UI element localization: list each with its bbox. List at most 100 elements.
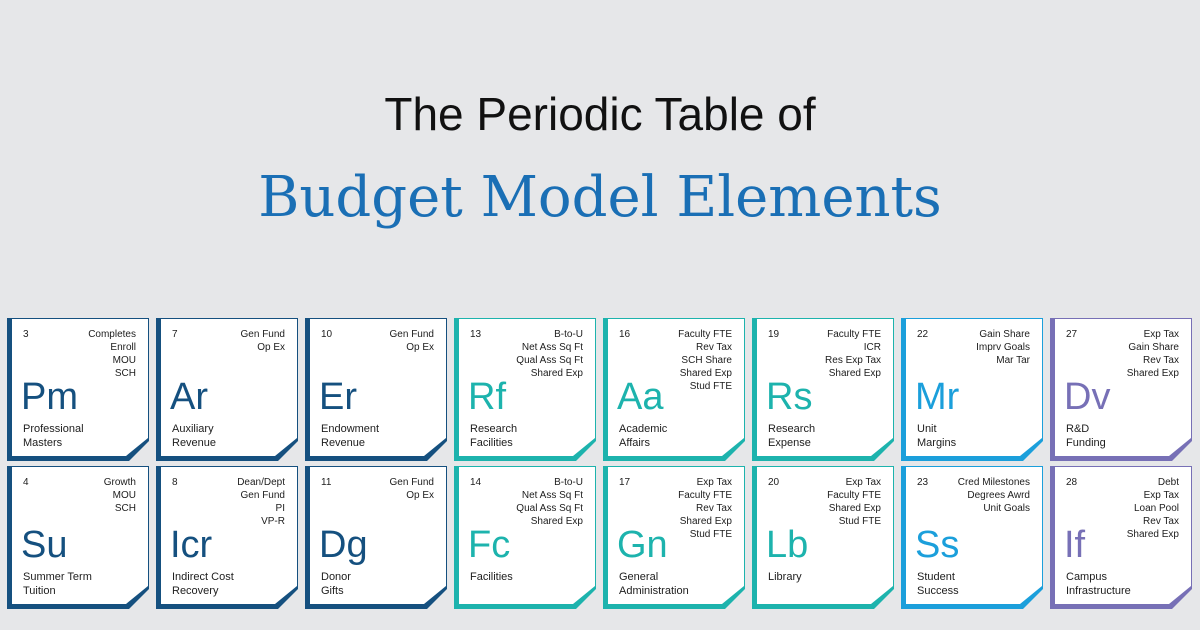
element-tag: Imprv Goals — [976, 342, 1030, 353]
element-tag: Net Ass Sq Ft — [522, 342, 583, 353]
element-tag: Stud FTE — [690, 381, 733, 392]
element-tag: Op Ex — [406, 490, 434, 501]
element-tag: ICR — [864, 342, 881, 353]
element-tile: 7 Gen Fund Op Ex Ar Auxiliary Revenue — [156, 318, 298, 461]
element-tag: Mar Tar — [996, 355, 1030, 366]
element-tag: Degrees Awrd — [967, 490, 1030, 501]
element-symbol: Gn — [617, 524, 668, 566]
element-name: Infrastructure — [1066, 585, 1131, 597]
element-number: 22 — [917, 329, 929, 340]
element-tag: PI — [276, 503, 285, 514]
tile-face — [906, 467, 1042, 604]
element-name: Indirect Cost — [172, 571, 234, 583]
title-line1: The Periodic Table of — [384, 88, 816, 140]
element-name: Facilities — [470, 437, 513, 449]
element-tag: Net Ass Sq Ft — [522, 490, 583, 501]
element-tag: Shared Exp — [1127, 368, 1180, 379]
element-number: 7 — [172, 329, 178, 340]
element-tile: 4 Growth MOU SCH Su Summer Term Tuition — [7, 466, 149, 609]
tile-face — [906, 319, 1042, 456]
element-number: 13 — [470, 329, 482, 340]
element-name: Research — [470, 423, 517, 435]
element-tag: MOU — [113, 490, 136, 501]
element-name: Expense — [768, 437, 811, 449]
element-tag: Exp Tax — [1144, 329, 1179, 340]
element-name: Revenue — [172, 437, 216, 449]
element-symbol: Ss — [915, 524, 959, 566]
tile-face — [12, 467, 148, 604]
element-name: Campus — [1066, 571, 1107, 583]
element-name: General — [619, 571, 658, 583]
element-tag: Exp Tax — [846, 477, 881, 488]
element-tag: Completes — [88, 329, 136, 340]
element-symbol: Rf — [468, 376, 506, 418]
element-name: Success — [917, 585, 959, 597]
element-tag: Res Exp Tax — [825, 355, 881, 366]
element-name: Research — [768, 423, 815, 435]
tile-face — [608, 319, 744, 456]
element-tile: 11 Gen Fund Op Ex Dg Donor Gifts — [305, 466, 447, 609]
element-name: Unit — [917, 423, 937, 435]
element-tag: VP-R — [261, 516, 285, 527]
element-tile: 13 B-to-U Net Ass Sq Ft Qual Ass Sq Ft Share… — [454, 318, 596, 461]
element-tag: Shared Exp — [829, 503, 882, 514]
element-symbol: Ar — [170, 376, 208, 418]
element-name: Recovery — [172, 585, 219, 597]
element-tile: 22 Gain Share Imprv Goals Mar Tar Mr Unit Marg… — [901, 318, 1043, 461]
element-tag: Stud FTE — [690, 529, 733, 540]
element-number: 14 — [470, 477, 482, 488]
element-tag: B-to-U — [554, 477, 583, 488]
element-tag: Unit Goals — [983, 503, 1030, 514]
element-name: Affairs — [619, 437, 650, 449]
tile-face — [310, 467, 446, 604]
element-tile: 14 B-to-U Net Ass Sq Ft Qual Ass Sq Ft Share… — [454, 466, 596, 609]
element-name: Facilities — [470, 571, 513, 583]
element-number: 4 — [23, 477, 29, 488]
element-tile: 10 Gen Fund Op Ex Er Endowment Revenue — [305, 318, 447, 461]
element-tile: 23 Cred Milestones Degrees Awrd Unit Goals S… — [901, 466, 1043, 609]
element-tile: 28 Debt Exp Tax Loan Pool Rev Tax Shared Exp I… — [1050, 466, 1192, 609]
tile-face — [459, 467, 595, 604]
element-name: Donor — [321, 571, 351, 583]
element-number: 19 — [768, 329, 780, 340]
element-tag: Enroll — [110, 342, 136, 353]
element-number: 10 — [321, 329, 333, 340]
element-tag: Qual Ass Sq Ft — [516, 503, 583, 514]
element-tile: 17 Exp Tax Faculty FTE Rev Tax Shared Exp Stu… — [603, 466, 745, 609]
element-tag: Faculty FTE — [678, 329, 732, 340]
element-tag: Faculty FTE — [827, 329, 881, 340]
element-number: 11 — [321, 477, 332, 488]
element-tile: 8 Dean/Dept Gen Fund PI VP-R Icr Indirect Cost… — [156, 466, 298, 609]
element-name: Administration — [619, 585, 689, 597]
element-tag: Rev Tax — [1143, 355, 1179, 366]
element-tag: Rev Tax — [696, 503, 732, 514]
element-tag: SCH Share — [681, 355, 732, 366]
element-tag: Dean/Dept — [237, 477, 285, 488]
element-tag: Shared Exp — [531, 368, 584, 379]
element-number: 16 — [619, 329, 631, 340]
element-tag: Rev Tax — [1143, 516, 1179, 527]
element-number: 23 — [917, 477, 929, 488]
element-tag: Stud FTE — [839, 516, 882, 527]
tile-face — [757, 467, 893, 604]
element-tag: Growth — [104, 477, 136, 488]
element-tag: Rev Tax — [696, 342, 732, 353]
element-name: Student — [917, 571, 955, 583]
tile-face — [1055, 319, 1191, 456]
element-name: Tuition — [23, 585, 56, 597]
title-line2: Budget Model Elements — [258, 165, 942, 230]
element-tag: Exp Tax — [1144, 490, 1179, 501]
element-symbol: Er — [319, 376, 357, 418]
element-tag: Shared Exp — [680, 516, 733, 527]
element-tile: 27 Exp Tax Gain Share Rev Tax Shared Exp Dv R&… — [1050, 318, 1192, 461]
element-number: 17 — [619, 477, 631, 488]
element-symbol: If — [1064, 524, 1086, 566]
element-tile: 19 Faculty FTE ICR Res Exp Tax Shared Exp Rs R… — [752, 318, 894, 461]
element-tag: SCH — [115, 503, 136, 514]
element-name: Academic — [619, 423, 668, 435]
element-symbol: Mr — [915, 376, 960, 418]
element-tile: 16 Faculty FTE Rev Tax SCH Share Shared Exp S… — [603, 318, 745, 461]
element-name: R&D — [1066, 423, 1089, 435]
element-name: Endowment — [321, 423, 379, 435]
